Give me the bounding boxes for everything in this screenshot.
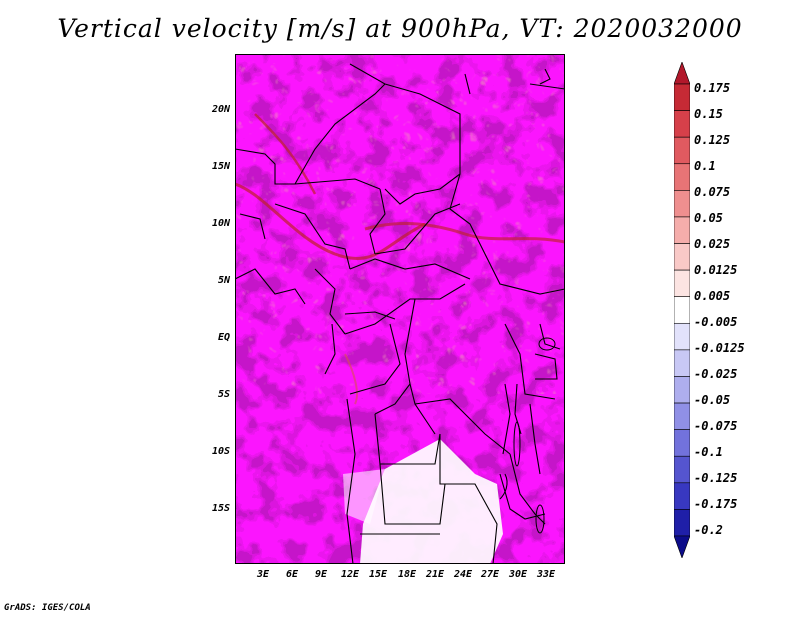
colorbar-segment (674, 482, 690, 510)
colorbar-label: -0.175 (694, 497, 738, 511)
colorbar-label: -0.05 (694, 393, 731, 407)
lon-label: 33E (536, 569, 556, 580)
lat-label: 10S (211, 446, 230, 457)
lat-label: 5N (217, 275, 230, 286)
colorbar-label: 0.005 (694, 289, 731, 303)
lat-label: EQ (217, 332, 230, 343)
colorbar-label: 0.05 (694, 211, 723, 225)
colorbar-label: 0.025 (694, 237, 731, 251)
lon-label: 15E (368, 569, 388, 580)
colorbar-label: -0.1 (694, 445, 723, 459)
colorbar-label: -0.0125 (694, 341, 745, 355)
vertical-velocity-map (235, 54, 565, 564)
colorbar-segment (674, 296, 690, 324)
lon-label: 9E (314, 569, 328, 580)
colorbar-segment (674, 509, 690, 537)
lat-label: 5S (217, 389, 230, 400)
lon-label: 24E (453, 569, 473, 580)
colorbar-label: 0.15 (694, 107, 723, 121)
lon-label: 27E (480, 569, 500, 580)
lon-label: 21E (425, 569, 445, 580)
colorbar-segment (674, 190, 690, 218)
colorbar-segment (674, 349, 690, 377)
colorbar-segment (674, 243, 690, 271)
colorbar-segment (674, 376, 690, 404)
lon-label: 30E (508, 569, 528, 580)
chart-title: Vertical velocity [m/s] at 900hPa, VT: 2… (57, 14, 743, 43)
lat-label: 15N (211, 161, 230, 172)
footer-credit: GrADS: IGES/COLA (4, 603, 91, 613)
lon-label: 6E (285, 569, 299, 580)
colorbar-segment (674, 110, 690, 138)
colorbar-segment (674, 163, 690, 191)
colorbar-label: -0.2 (694, 523, 723, 537)
colorbar-label: -0.025 (694, 367, 738, 381)
colorbar-label: -0.125 (694, 471, 738, 485)
colorbar-segment (674, 429, 690, 457)
lon-label: 18E (397, 569, 417, 580)
lat-label: 15S (211, 503, 230, 514)
country-borders (235, 63, 565, 564)
colorbar-label: 0.075 (694, 185, 731, 199)
near-zero-region (360, 439, 503, 564)
colorbar-segment (674, 83, 690, 111)
colorbar-segment (674, 322, 690, 351)
colorbar-segment (674, 402, 690, 430)
colorbar-segment (674, 269, 690, 298)
colorbar-label: 0.1 (694, 159, 716, 173)
colorbar-segment (674, 136, 690, 165)
colorbar-label: -0.075 (694, 419, 738, 433)
lon-label: 3E (256, 569, 270, 580)
colorbar-segment (674, 216, 690, 244)
lat-label: 10N (211, 218, 230, 229)
lon-label: 12E (340, 569, 360, 580)
colorbar-segment (674, 62, 690, 85)
colorbar-label: 0.0125 (694, 263, 738, 277)
colorbar-label: -0.005 (694, 315, 738, 329)
colorbar-label: 0.125 (694, 133, 731, 147)
colorbar-segment (674, 455, 690, 484)
colorbar-label: 0.175 (694, 81, 731, 95)
lat-label: 20N (211, 104, 230, 115)
colorbar-segment (674, 535, 690, 558)
colorbar (674, 62, 690, 558)
